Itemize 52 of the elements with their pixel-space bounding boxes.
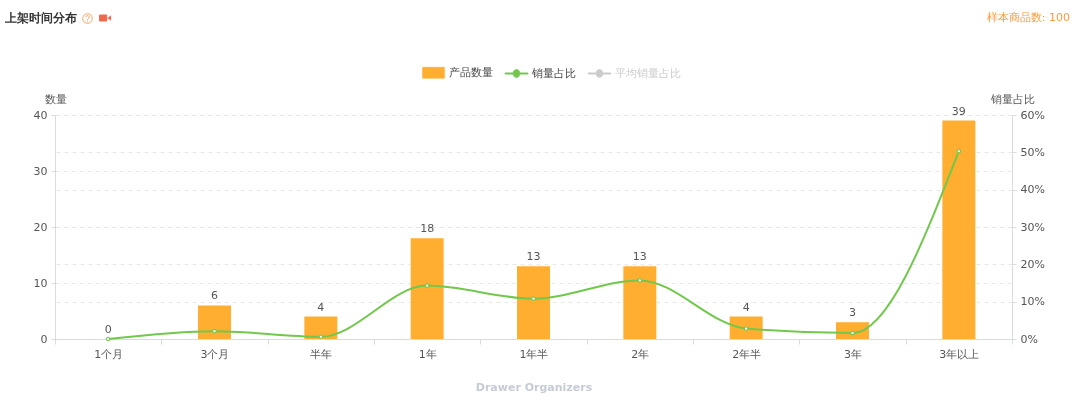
x-tick-label: 3个月 bbox=[200, 347, 230, 361]
point bbox=[105, 336, 111, 342]
data-label: 4 bbox=[742, 300, 750, 314]
bar bbox=[729, 316, 763, 339]
data-label: 39 bbox=[951, 104, 966, 118]
chart-title: 上架时间分布 bbox=[5, 10, 77, 26]
data-label: 3 bbox=[849, 306, 856, 320]
x-axis-title: Drawer Organizers bbox=[475, 380, 593, 394]
text: 样本商品数: 100 bbox=[986, 11, 1070, 25]
x-tick-label: 2年半 bbox=[732, 347, 762, 361]
y2-tick-label: 40% bbox=[1020, 183, 1045, 197]
point bbox=[531, 296, 536, 301]
x-tick-label: 1年半 bbox=[519, 347, 549, 361]
x-tick-label: 2年 bbox=[631, 347, 650, 361]
legend-label: 销量占比 bbox=[531, 66, 576, 80]
y-tick-label: 20 bbox=[33, 220, 48, 234]
data-label: 13 bbox=[526, 250, 541, 264]
y2-tick-label: 0% bbox=[1020, 332, 1038, 346]
bar bbox=[623, 266, 657, 339]
data-label: 0 bbox=[104, 323, 112, 336]
point bbox=[743, 326, 749, 331]
bar bbox=[517, 266, 550, 339]
y-tick-label: 0 bbox=[40, 332, 48, 346]
y2-axis-title: 销量占比 bbox=[989, 92, 1035, 106]
point bbox=[212, 328, 217, 334]
point bbox=[318, 334, 324, 340]
bar bbox=[410, 238, 444, 339]
y2-tick-label: 10% bbox=[1020, 295, 1045, 309]
x-tick-label: 1年 bbox=[418, 347, 437, 361]
bar bbox=[198, 305, 231, 339]
y-tick-label: 40 bbox=[33, 108, 48, 122]
x-tick-label: 半年 bbox=[310, 347, 333, 361]
y2-tick-label: 30% bbox=[1020, 220, 1045, 234]
y-tick-label: 30 bbox=[33, 164, 48, 178]
y2-tick-label: 50% bbox=[1020, 145, 1045, 159]
data-label: 6 bbox=[211, 289, 218, 303]
x-tick-label: 3年以上 bbox=[939, 347, 980, 361]
y-axis-title: 数量 bbox=[44, 92, 67, 106]
legend-label: 产品数量 bbox=[449, 65, 493, 79]
x-tick-label: 3年 bbox=[844, 347, 862, 361]
data-label: 13 bbox=[632, 250, 647, 264]
bar bbox=[942, 120, 976, 339]
y-tick-label: 10 bbox=[33, 276, 48, 290]
y2-tick-label: 20% bbox=[1020, 257, 1045, 271]
y2-tick-label: 60% bbox=[1020, 108, 1045, 122]
data-label: 4 bbox=[317, 300, 325, 314]
point bbox=[956, 148, 962, 154]
point bbox=[637, 278, 643, 283]
point bbox=[424, 283, 430, 288]
x-tick-label: 1个月 bbox=[94, 347, 124, 361]
data-label: 18 bbox=[420, 222, 435, 236]
point bbox=[850, 330, 855, 336]
